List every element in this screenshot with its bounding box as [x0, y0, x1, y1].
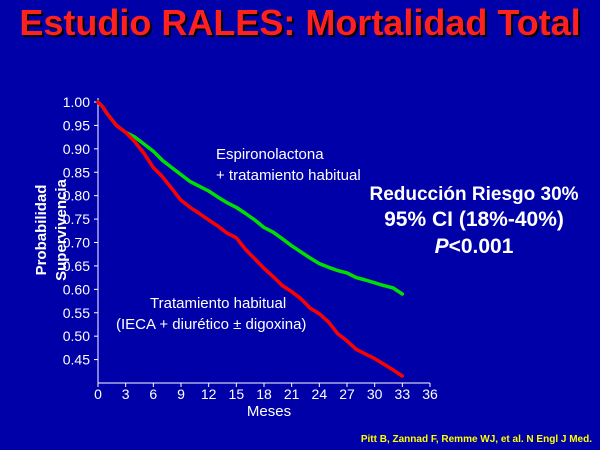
annotation-spironolactone: Espironolactona + tratamiento habitual	[216, 144, 361, 186]
x-tick-label: 33	[395, 386, 411, 402]
y-tick-label: 0.85	[63, 164, 90, 180]
y-axis-label-line2: Supervivencia	[53, 178, 70, 280]
risk-reduction-text: Reducción Riesgo 30%	[369, 184, 579, 205]
x-tick-label: 15	[229, 386, 245, 402]
x-tick-label: 0	[94, 386, 102, 402]
chart-axes: 1.00 0.95 0.90 0.85 0.80 0.75 0.70 0.65 0.60 0.55…	[63, 94, 438, 402]
y-tick-label: 0.75	[63, 211, 90, 227]
x-tick-label: 3	[122, 386, 130, 402]
slide-title: Estudio RALES: Mortalidad Total	[19, 2, 581, 43]
y-tick-label: 0.55	[63, 305, 90, 321]
y-axis-label-line1: Probabilidad	[33, 185, 50, 276]
y-tick-label: 0.70	[63, 235, 90, 251]
annotation-usual-line1: Tratamiento habitual	[150, 295, 287, 312]
p-symbol: P	[434, 235, 449, 258]
chart-series	[96, 100, 405, 378]
citation: Pitt B, Zannad F, Remme WJ, et al. N Eng…	[360, 434, 592, 445]
y-tick-label: 1.00	[63, 94, 90, 110]
x-tick-label: 6	[149, 386, 157, 402]
x-tick-label: 24	[312, 386, 328, 402]
p-value-text: P<0.001	[364, 235, 584, 259]
confidence-interval-text: 95% CI (18%-40%)	[384, 208, 564, 231]
x-tick-label: 21	[284, 386, 300, 402]
y-tick-label: 0.50	[63, 328, 90, 344]
annotation-usual-treatment: Tratamiento habitual (IECA + diurético ±…	[116, 293, 306, 335]
y-tick-label: 0.60	[63, 281, 90, 297]
y-tick-label: 0.80	[63, 188, 90, 204]
x-tick-label: 27	[339, 386, 355, 402]
series-line-usual	[96, 100, 405, 378]
annotation-usual-line2: (IECA + diurético ± digoxina)	[116, 316, 307, 333]
x-axis-label: Meses	[247, 403, 291, 420]
annotation-spironolactone-line1: Espironolactona	[216, 146, 324, 163]
series-line-spironolactone	[96, 100, 405, 296]
x-tick-label: 9	[177, 386, 185, 402]
y-tick-label: 0.95	[63, 117, 90, 133]
p-value: <0.001	[448, 235, 514, 258]
x-tick-label: 18	[256, 386, 272, 402]
y-tick-label: 0.90	[63, 141, 90, 157]
annotation-spironolactone-line2: + tratamiento habitual	[216, 167, 361, 184]
y-tick-label: 0.65	[63, 258, 90, 274]
y-tick-label: 0.45	[63, 352, 90, 368]
x-tick-label: 30	[367, 386, 383, 402]
x-tick-label: 36	[422, 386, 438, 402]
x-tick-label: 12	[201, 386, 217, 402]
